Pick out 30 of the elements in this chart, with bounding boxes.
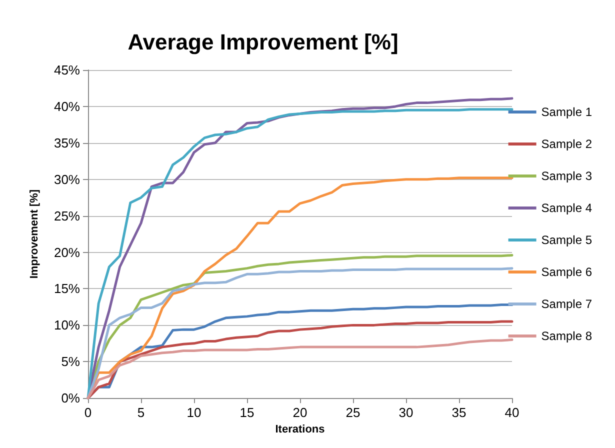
legend-label: Sample 6 bbox=[541, 265, 592, 279]
y-tick-label: 45% bbox=[54, 62, 80, 78]
legend-label: Sample 3 bbox=[541, 169, 592, 183]
x-tick-label: 35 bbox=[452, 405, 466, 420]
x-tick-label: 40 bbox=[504, 405, 520, 420]
y-tick-label: 40% bbox=[54, 98, 80, 114]
x-tick-label: 15 bbox=[240, 405, 254, 420]
legend-label: Sample 7 bbox=[541, 297, 592, 311]
legend-label: Sample 5 bbox=[541, 233, 592, 247]
legend-label: Sample 8 bbox=[541, 329, 592, 343]
x-tick-label: 5 bbox=[137, 405, 145, 420]
x-axis-title: Iterations bbox=[275, 424, 325, 436]
x-tick-label: 10 bbox=[186, 405, 202, 420]
legend-label: Sample 4 bbox=[541, 201, 592, 215]
y-tick-label: 0% bbox=[61, 390, 80, 406]
legend-label: Sample 1 bbox=[541, 105, 592, 119]
chart-title: Average Improvement [%] bbox=[128, 30, 398, 54]
x-tick-label: 20 bbox=[292, 405, 308, 420]
x-tick-label: 25 bbox=[346, 405, 360, 420]
y-tick-label: 35% bbox=[54, 135, 80, 150]
y-axis-title: Improvement [%] bbox=[28, 189, 40, 279]
y-tick-label: 30% bbox=[54, 172, 80, 187]
y-tick-label: 25% bbox=[54, 208, 80, 224]
y-tick-label: 20% bbox=[54, 244, 80, 260]
x-tick-label: 0 bbox=[84, 405, 92, 420]
legend-label: Sample 2 bbox=[541, 137, 592, 151]
y-tick-label: 15% bbox=[54, 281, 80, 296]
y-tick-label: 10% bbox=[54, 318, 80, 333]
x-tick-label: 30 bbox=[398, 405, 414, 420]
y-tick-label: 5% bbox=[61, 354, 80, 370]
